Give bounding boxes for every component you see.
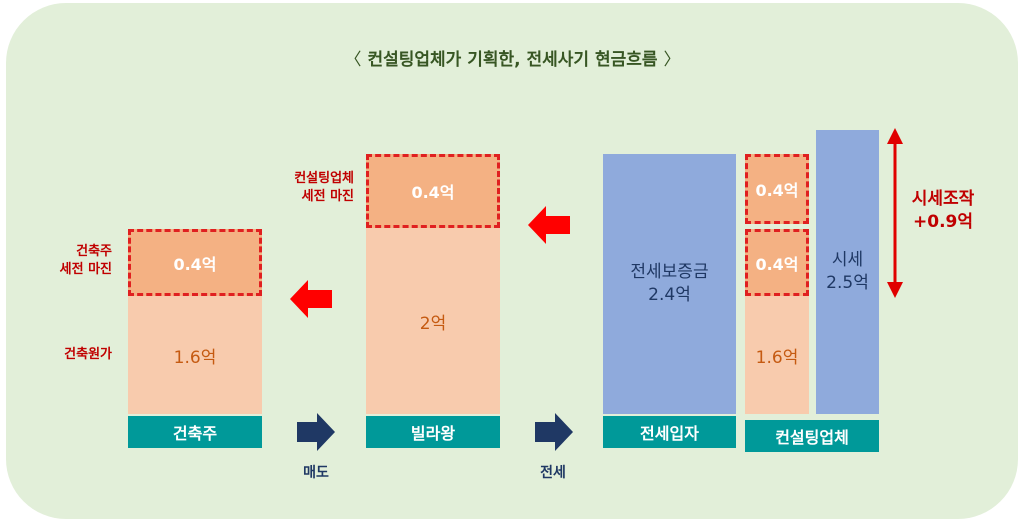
consulting-cost-value: 1.6억 xyxy=(755,347,799,368)
builder-cost-value: 1.6억 xyxy=(173,347,217,368)
market-manipulation-label: 시세조작 xyxy=(911,189,975,209)
villa-king-price-block: 2억 xyxy=(366,228,500,414)
consulting-margin-label-line1: 컨설팅업체 xyxy=(294,171,354,186)
builder-margin-value: 0.4억 xyxy=(173,254,217,274)
villa-king-price-value: 2억 xyxy=(419,313,447,334)
consulting-margin-value-upper: 0.4억 xyxy=(755,181,799,200)
tenant-deposit-value: 2.4억 xyxy=(648,285,691,305)
consulting-margin-label-line2: 세전 마진 xyxy=(301,188,354,204)
tenant-deposit-block: 전세보증금 2.4억 xyxy=(603,154,736,414)
builder-base: 건축주 xyxy=(128,416,262,448)
builder-cost-label: 건축원가 xyxy=(64,347,112,362)
consulting-margin-label: 컨설팅업체 세전 마진 xyxy=(258,170,354,205)
tenant-deposit-label: 전세보증금 xyxy=(630,262,709,283)
diagram-title: 〈 컨설팅업체가 기획한, 전세사기 현금흐름 〉 xyxy=(0,45,1025,70)
consulting-base: 컨설팅업체 xyxy=(745,420,879,452)
consulting-margin-value-lower: 0.4억 xyxy=(755,254,799,274)
title-open-bracket: 〈 xyxy=(344,50,362,70)
consulting-cost-block: 1.6억 xyxy=(745,296,809,414)
market-price-value: 2.5억 xyxy=(826,273,869,293)
builder-margin-label-line1: 건축주 xyxy=(76,244,112,259)
villa-king-margin-block: 0.4억 xyxy=(366,154,500,228)
builder-margin-block: 0.4억 xyxy=(128,229,262,296)
sale-label: 매도 xyxy=(303,465,329,481)
consulting-margin-block-upper: 0.4억 xyxy=(745,154,809,224)
title-close-bracket: 〉 xyxy=(663,50,681,70)
builder-cost-block: 1.6억 xyxy=(128,296,262,414)
consulting-margin-block-lower: 0.4억 xyxy=(745,229,809,296)
builder-margin-label: 건축주 세전 마진 xyxy=(20,243,112,278)
market-price-label: 시세 xyxy=(831,250,864,271)
tenant-base: 전세입자 xyxy=(603,416,736,448)
red-left-arrow-icon xyxy=(528,206,570,244)
vertical-double-arrow-icon xyxy=(887,128,903,298)
builder-margin-label-line2: 세전 마진 xyxy=(59,261,112,277)
market-manipulation-value: +0.9억 xyxy=(913,211,973,232)
navy-right-arrow-icon xyxy=(297,413,335,451)
red-left-arrow-icon xyxy=(290,280,332,318)
jeonse-label: 전세 xyxy=(540,465,566,481)
villa-king-margin-value: 0.4억 xyxy=(411,183,455,202)
navy-right-arrow-icon xyxy=(535,413,573,451)
market-price-block: 시세 2.5억 xyxy=(816,130,879,414)
villa-king-base: 빌라왕 xyxy=(366,416,500,448)
title-text: 컨설팅업체가 기획한, 전세사기 현금흐름 xyxy=(367,50,658,70)
market-manipulation-note: 시세조작 +0.9억 xyxy=(898,188,988,234)
